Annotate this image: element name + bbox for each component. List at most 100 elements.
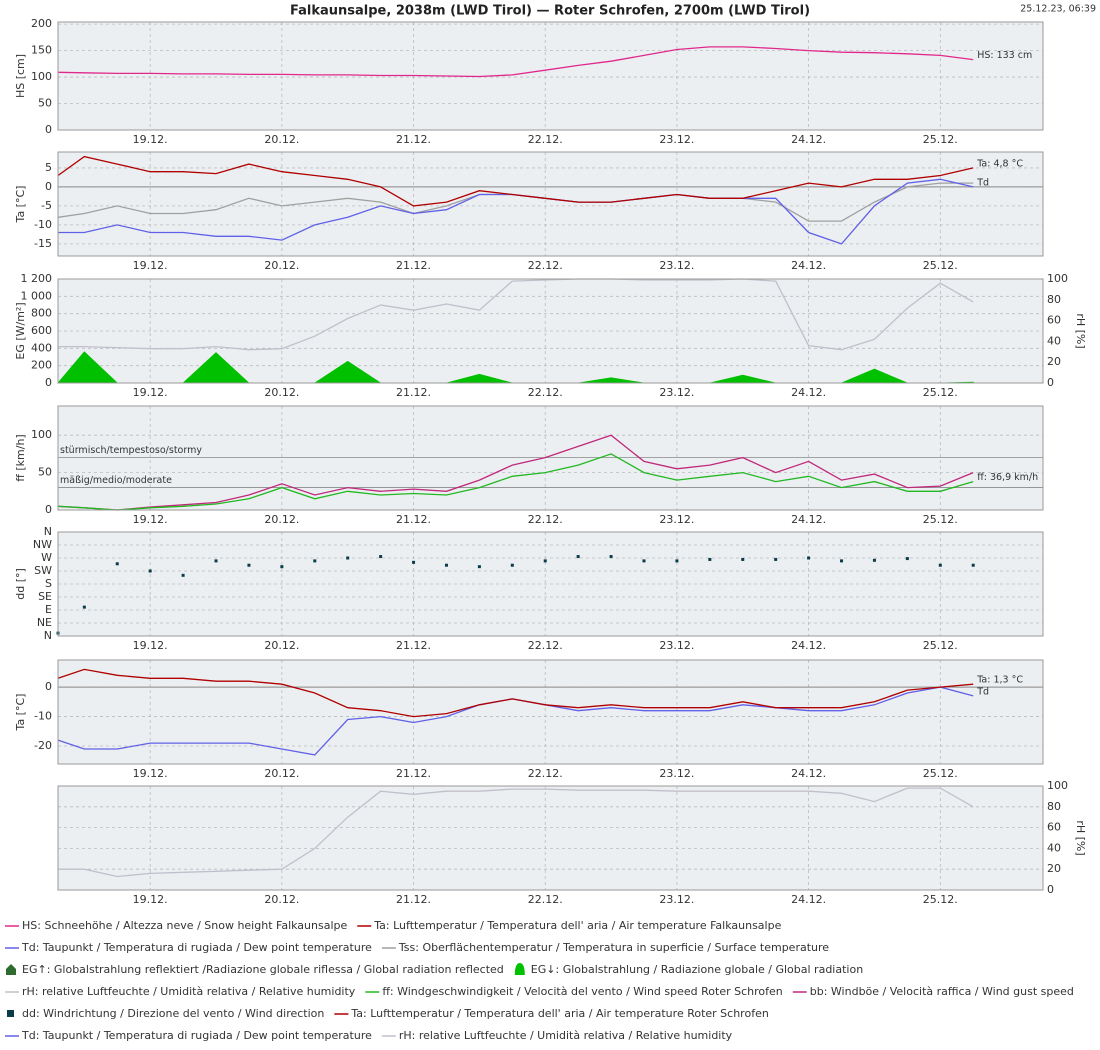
x-tick-label: 23.12. (659, 893, 694, 906)
x-tick-label: 22.12. (528, 767, 563, 780)
x-tick-label: 25.12. (923, 767, 958, 780)
x-tick-label: 20.12. (264, 767, 299, 780)
x-tick-label: 24.12. (791, 513, 826, 526)
legend-label: dd: Windrichtung / Direzione del vento /… (22, 1007, 324, 1020)
y-axis-label: Ta [°C] (14, 694, 27, 732)
end-label: Ta: 1,3 °C (976, 675, 1023, 686)
y-tick-label: 0 (45, 680, 52, 693)
y2-tick-label: 60 (1047, 314, 1061, 327)
point (148, 569, 152, 573)
legend-label: EG↓: Globalstrahlung / Radiazione global… (531, 963, 863, 976)
x-tick-label: 21.12. (396, 133, 431, 146)
timestamp: 25.12.23, 06:39 (1020, 4, 1096, 15)
plot-area (58, 786, 1043, 890)
y-tick-label: NW (33, 538, 52, 551)
y-axis-label: dd [°] (14, 568, 27, 600)
page-title: Falkaunsalpe, 2038m (LWD Tirol) — Roter … (290, 4, 810, 19)
end-label: Td (976, 686, 989, 697)
x-tick-label: 19.12. (133, 133, 168, 146)
y-tick-label: 800 (31, 307, 52, 320)
plot-border (57, 278, 1044, 384)
y2-tick-label: 40 (1047, 334, 1061, 347)
x-tick-label: 20.12. (264, 259, 299, 272)
y-tick-label: W (41, 551, 52, 564)
x-tick-label: 25.12. (923, 386, 958, 399)
line (57, 46, 974, 78)
y-tick-label: -20 (34, 739, 52, 752)
x-tick-label: 19.12. (133, 386, 168, 399)
y-axis-label: ff [km/h] (14, 434, 27, 481)
legend-label: Ta: Lufttemperatur / Temperatura dell' a… (350, 1007, 768, 1020)
y-tick-label: -5 (41, 199, 52, 212)
y2-tick-label: 0 (1047, 883, 1054, 896)
x-tick-label: 21.12. (396, 259, 431, 272)
x-tick-label: 25.12. (923, 893, 958, 906)
x-tick-label: 25.12. (923, 259, 958, 272)
point (412, 560, 416, 564)
legend-swatch (7, 1010, 14, 1017)
x-tick-label: 20.12. (264, 639, 299, 652)
point (971, 563, 975, 567)
x-tick-label: 19.12. (133, 893, 168, 906)
line (57, 668, 974, 718)
plot-area (58, 22, 1043, 130)
legend-swatch (6, 964, 16, 975)
y2-axis-label: rH [%] (1074, 820, 1087, 855)
point (741, 557, 745, 561)
x-tick-label: 20.12. (264, 386, 299, 399)
x-tick-label: 22.12. (528, 259, 563, 272)
y2-tick-label: 100 (1047, 272, 1068, 285)
y-axis-label: HS [cm] (14, 54, 27, 98)
x-tick-label: 21.12. (396, 893, 431, 906)
point (379, 555, 383, 559)
x-tick-label: 23.12. (659, 513, 694, 526)
y2-tick-label: 40 (1047, 841, 1061, 854)
y2-tick-label: 60 (1047, 821, 1061, 834)
y-tick-label: 100 (31, 428, 52, 441)
y-tick-label: 600 (31, 324, 52, 337)
point (280, 565, 284, 569)
x-tick-label: 21.12. (396, 639, 431, 652)
y-tick-label: 150 (31, 44, 52, 57)
line (58, 787, 974, 878)
point (510, 563, 514, 567)
y-tick-label: 400 (31, 341, 52, 354)
y2-tick-label: 20 (1047, 862, 1061, 875)
x-tick-label: 25.12. (923, 133, 958, 146)
point (444, 563, 448, 567)
point (477, 565, 481, 569)
x-tick-label: 20.12. (264, 893, 299, 906)
plot-area (58, 660, 1043, 764)
y-tick-label: 50 (38, 466, 52, 479)
legend-label: rH: relative Luftfeuchte / Umidità relat… (399, 1029, 733, 1042)
point (807, 556, 811, 560)
point (543, 559, 547, 563)
y2-axis-label: rH [%] (1074, 313, 1087, 348)
x-tick-label: 23.12. (659, 133, 694, 146)
line (57, 453, 974, 511)
point (576, 555, 580, 559)
y-tick-label: -10 (34, 218, 52, 231)
legend-label: rH: relative Luftfeuchte / Umidità relat… (22, 985, 356, 998)
x-tick-label: 20.12. (264, 133, 299, 146)
end-label: ff: 36,9 km/h (977, 472, 1038, 483)
point (774, 557, 778, 561)
y2-tick-label: 80 (1047, 293, 1061, 306)
y-tick-label: 0 (45, 376, 52, 389)
legend-label: EG↑: Globalstrahlung reflektiert /Radiaz… (22, 963, 504, 976)
y-tick-label: SE (38, 590, 52, 603)
point (642, 559, 646, 563)
y-tick-label: 0 (45, 503, 52, 516)
point (346, 556, 350, 560)
point (115, 562, 119, 566)
x-tick-label: 19.12. (133, 639, 168, 652)
plot-border (57, 405, 1044, 511)
y-tick-label: S (45, 577, 52, 590)
y-tick-label: N (44, 629, 52, 642)
y2-tick-label: 0 (1047, 376, 1054, 389)
y-tick-label: SW (34, 564, 52, 577)
x-tick-label: 25.12. (923, 639, 958, 652)
plot-border (57, 659, 1044, 765)
y-tick-label: 200 (31, 17, 52, 30)
